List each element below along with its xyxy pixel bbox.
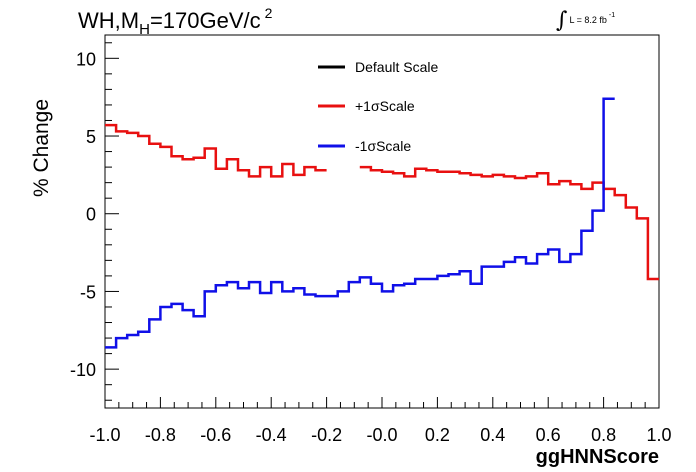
luminosity-superscript: -1: [608, 12, 616, 19]
y-tick-label: 5: [86, 127, 96, 147]
series-line-2-seg-2: [359, 165, 659, 281]
luminosity-text: L = 8.2 fb: [569, 15, 607, 25]
luminosity-label: ∫ L = 8.2 fb -1: [556, 10, 615, 32]
title-mid: =170GeV/c: [149, 8, 261, 33]
x-tick-label: 1.0: [646, 425, 671, 445]
legend-label: -1σScale: [355, 138, 411, 154]
legend-label: +1σScale: [355, 98, 415, 114]
x-tick-label: -0.0: [366, 425, 397, 445]
x-tick-label: 0.4: [480, 425, 505, 445]
x-tick-label: 0.6: [536, 425, 561, 445]
x-tick-label: 0.2: [425, 425, 450, 445]
plot-frame: [104, 34, 660, 409]
y-tick-label: 0: [86, 205, 96, 225]
series-line-2-seg-1: [105, 123, 327, 178]
y-axis-label: % Change: [30, 99, 53, 197]
x-tick-label: -0.2: [311, 425, 342, 445]
x-tick-label: -0.8: [145, 425, 176, 445]
series-line-3-seg-1: [105, 97, 615, 349]
y-tick-label: 10: [76, 49, 96, 69]
legend-label: Default Scale: [355, 59, 438, 75]
x-tick-label: -0.6: [200, 425, 231, 445]
title-base: WH,M: [78, 8, 140, 33]
title-subscript: H: [139, 21, 150, 38]
integral-symbol: ∫: [556, 8, 568, 33]
x-tick-label: 0.8: [591, 425, 616, 445]
title-superscript: 2: [264, 5, 273, 21]
x-axis-label: ggHNNScore: [536, 446, 659, 468]
x-tick-label: -1.0: [89, 425, 120, 445]
y-tick-label: -10: [70, 360, 96, 380]
chart-title: WH,MH=170GeV/c 2: [78, 5, 273, 38]
y-tick-label: -5: [80, 282, 96, 302]
x-tick-label: -0.4: [256, 425, 287, 445]
